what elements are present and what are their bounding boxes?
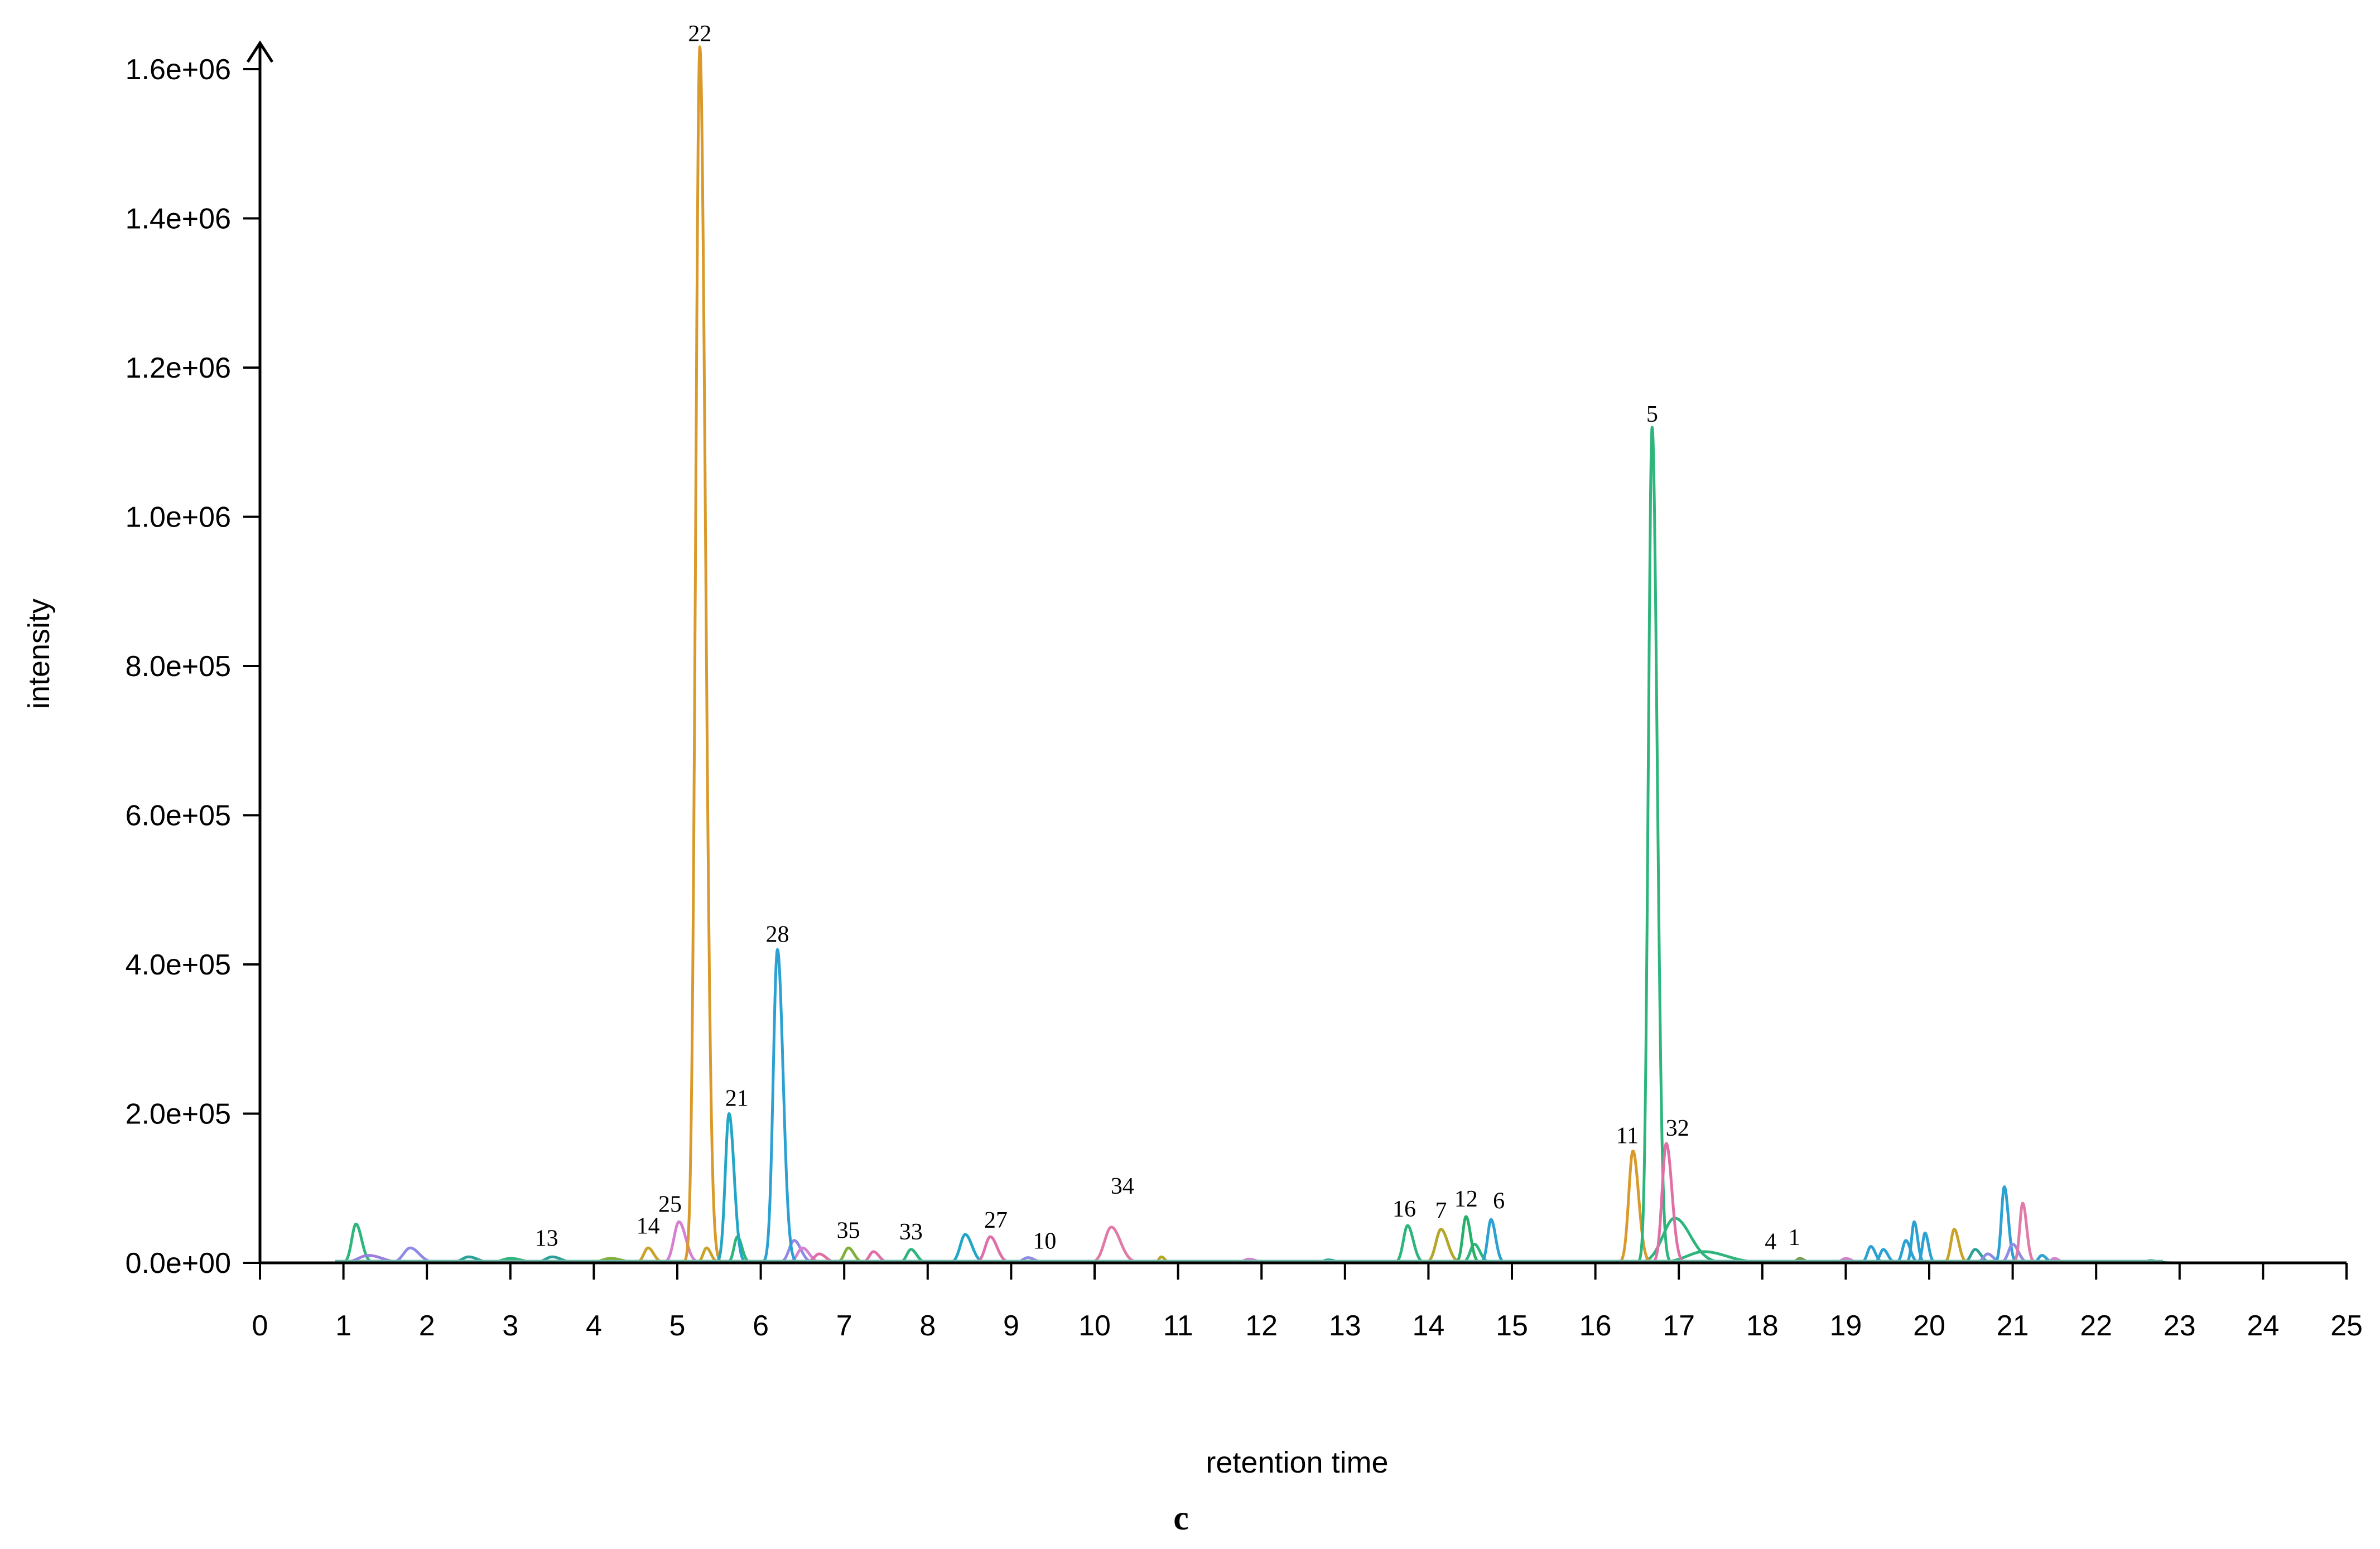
x-tick-label: 9 <box>1003 1310 1019 1342</box>
x-tick-label: 3 <box>502 1310 518 1342</box>
peak-label-16: 16 <box>1393 1196 1416 1222</box>
y-tick-label: 4.0e+05 <box>126 949 231 981</box>
peak-label-6: 6 <box>1493 1188 1505 1214</box>
x-tick-label: 14 <box>1412 1310 1444 1342</box>
x-axis-title: retention time <box>1206 1446 1388 1479</box>
x-tick-label: 12 <box>1245 1310 1278 1342</box>
y-tick-label: 0.0e+00 <box>126 1247 231 1280</box>
peak-label-28: 28 <box>766 921 789 947</box>
peak-trace-22 <box>678 45 722 1265</box>
x-tick-label: 5 <box>669 1310 686 1342</box>
peak-trace-11 <box>1611 1149 1655 1265</box>
peak-label-5: 5 <box>1646 402 1658 427</box>
x-tick-label: 18 <box>1746 1310 1779 1342</box>
x-tick-label: 6 <box>753 1310 769 1342</box>
peak-trace-6 <box>1473 1218 1509 1265</box>
chart-axes <box>246 40 2347 1265</box>
peak-label-34: 34 <box>1111 1174 1134 1199</box>
peak-label-22: 22 <box>688 21 711 47</box>
y-tick-label: 6.0e+05 <box>126 800 231 832</box>
x-tick-label: 15 <box>1496 1310 1528 1342</box>
x-axis-ticks: 0 1 2 3 4 5 6 7 8 9 10 11 12 13 14 15 16 17 18 19 20 21 22 23 24… <box>252 1263 2363 1342</box>
peak-label-27: 27 <box>984 1208 1008 1233</box>
x-tick-label: 8 <box>919 1310 936 1342</box>
peak-trace-25 <box>653 1220 705 1265</box>
x-tick-label: 0 <box>252 1310 268 1342</box>
x-tick-label: 20 <box>1913 1310 1945 1342</box>
y-tick-label: 1.6e+06 <box>126 54 231 86</box>
x-tick-label: 13 <box>1329 1310 1361 1342</box>
x-tick-label: 10 <box>1078 1310 1111 1342</box>
peak-trace-28 <box>755 948 799 1265</box>
x-tick-label: 23 <box>2164 1310 2196 1342</box>
y-axis-arrowhead <box>246 40 274 63</box>
peak-label-21: 21 <box>725 1086 749 1112</box>
peak-label-13: 13 <box>535 1225 558 1251</box>
peak-label-4: 4 <box>1765 1229 1776 1254</box>
y-axis-title: intensity <box>22 599 56 709</box>
peak-label-25: 25 <box>658 1191 682 1217</box>
peak-label-14: 14 <box>637 1213 660 1239</box>
minor-peak-trace <box>719 1235 755 1265</box>
peak-trace-5 <box>1632 426 1672 1265</box>
x-tick-label: 21 <box>1997 1310 2029 1342</box>
x-tick-label: 2 <box>419 1310 435 1342</box>
figure-caption: c <box>1173 1499 1189 1537</box>
x-tick-label: 7 <box>836 1310 852 1342</box>
peak-label-35: 35 <box>837 1218 860 1243</box>
x-tick-label: 11 <box>1163 1310 1193 1342</box>
y-tick-label: 1.2e+06 <box>126 352 231 384</box>
peak-label-12: 12 <box>1454 1186 1478 1212</box>
peak-label-7: 7 <box>1435 1198 1447 1224</box>
minor-peak-trace <box>1936 1228 1972 1265</box>
minor-peak-trace <box>334 1222 378 1265</box>
chromatogram-traces <box>317 45 2177 1265</box>
peak-trace-34 <box>1077 1225 1146 1265</box>
y-tick-label: 2.0e+05 <box>126 1098 231 1131</box>
x-tick-label: 24 <box>2247 1310 2279 1342</box>
peak-label-1: 1 <box>1789 1225 1800 1251</box>
x-tick-label: 19 <box>1829 1310 1862 1342</box>
x-tick-label: 4 <box>586 1310 602 1342</box>
peak-label-10: 10 <box>1033 1229 1056 1254</box>
y-tick-label: 8.0e+05 <box>126 650 231 683</box>
y-tick-label: 1.4e+06 <box>126 203 231 235</box>
x-tick-label: 16 <box>1579 1310 1612 1342</box>
y-tick-label: 1.0e+06 <box>126 501 231 534</box>
minor-peak-trace <box>939 1233 991 1265</box>
x-tick-label: 25 <box>2330 1310 2363 1342</box>
x-tick-label: 1 <box>335 1310 351 1342</box>
y-axis-ticks: 0.0e+00 2.0e+05 4.0e+05 6.0e+05 8.0e+05 1.0e+… <box>126 54 260 1280</box>
peak-label-11: 11 <box>1616 1123 1639 1149</box>
x-tick-label: 22 <box>2080 1310 2112 1342</box>
x-tick-label: 17 <box>1663 1310 1695 1342</box>
peak-label-33: 33 <box>899 1219 923 1245</box>
peak-label-32: 32 <box>1666 1116 1689 1141</box>
peak-trace-16 <box>1385 1224 1430 1265</box>
